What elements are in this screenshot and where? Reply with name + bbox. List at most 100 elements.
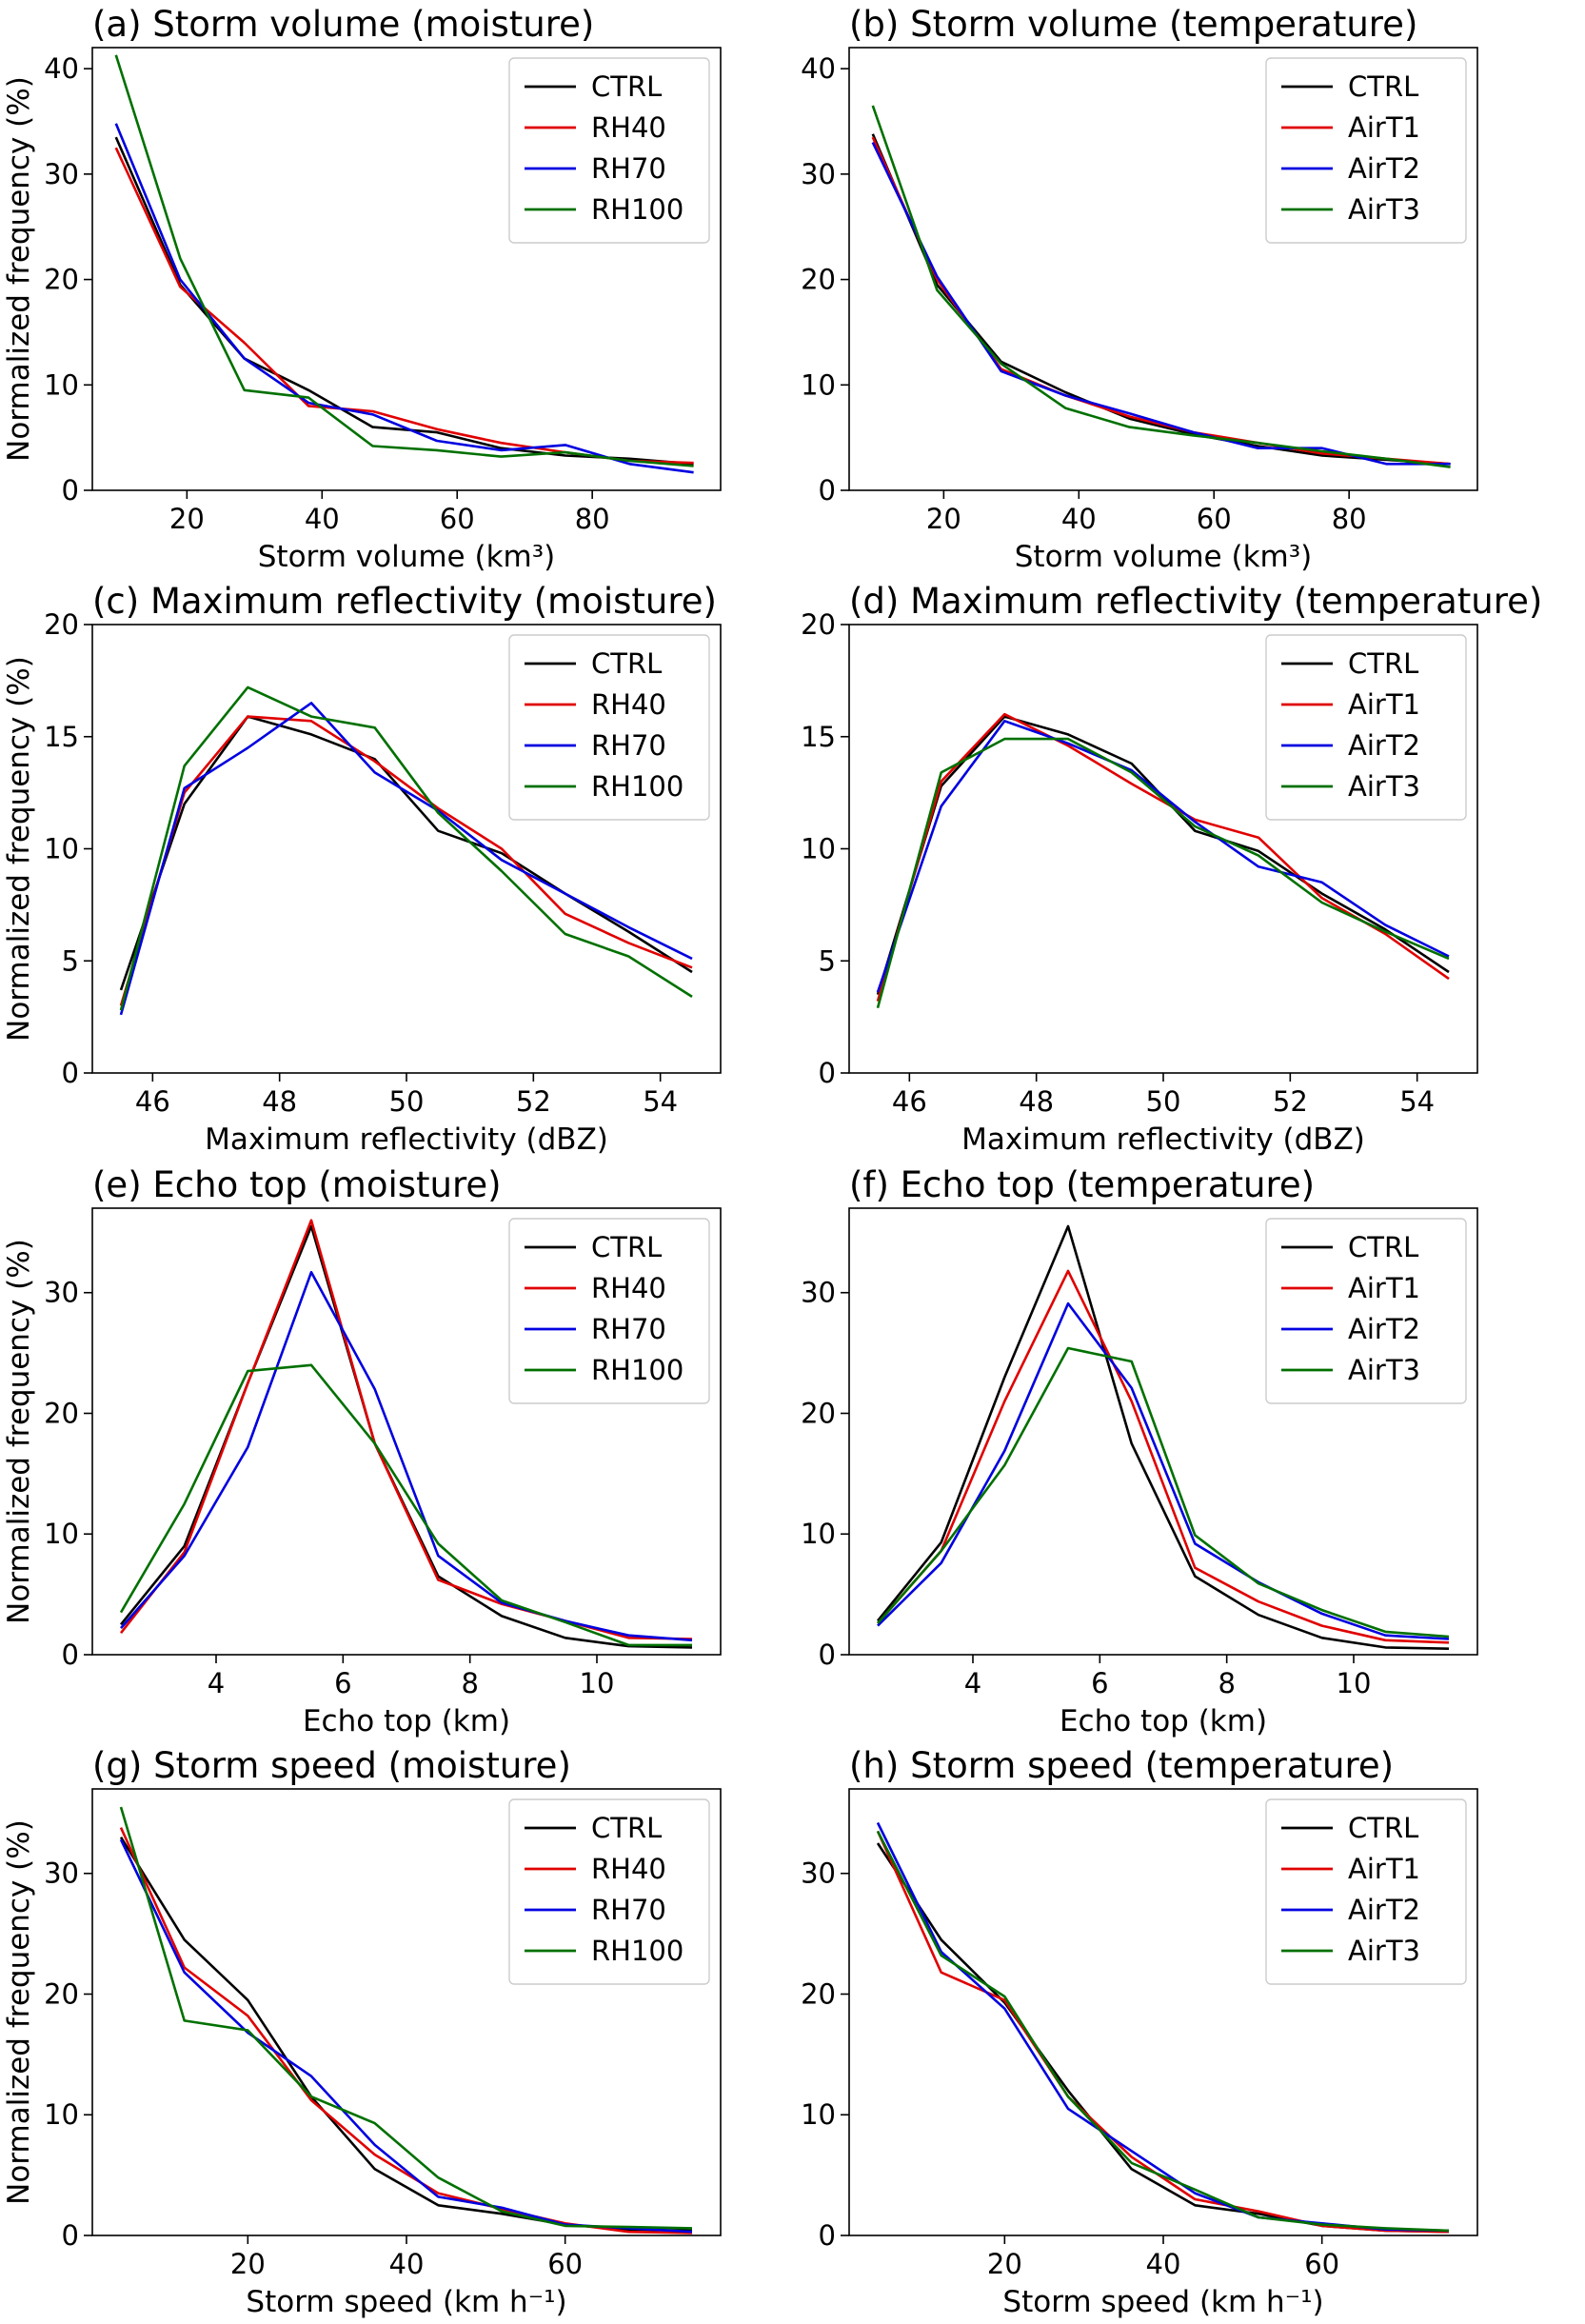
panel-title: (b) Storm volume (temperature) bbox=[849, 4, 1417, 45]
x-tick-label: 54 bbox=[643, 1085, 678, 1118]
panel-g: (g) Storm speed (moisture) 20 40 60 0 10 20 30 S… bbox=[2, 1745, 722, 2319]
y-tick-label: 20 bbox=[801, 264, 836, 296]
y-tick-label: 5 bbox=[62, 944, 79, 977]
panel-title: (d) Maximum reflectivity (temperature) bbox=[849, 581, 1542, 622]
x-tick-label: 60 bbox=[1304, 2248, 1339, 2280]
x-tick-label: 52 bbox=[1273, 1085, 1308, 1118]
y-tick-label: 15 bbox=[44, 721, 79, 753]
legend-label-rh40: RH40 bbox=[591, 111, 666, 144]
legend-label-ctrl: CTRL bbox=[591, 647, 662, 680]
y-tick-label: 40 bbox=[801, 52, 836, 85]
legend-label-airt3: AirT3 bbox=[1348, 193, 1420, 226]
legend-frame bbox=[508, 57, 710, 244]
x-tick-label: 40 bbox=[1061, 503, 1097, 535]
panel-title: (g) Storm speed (moisture) bbox=[92, 1745, 571, 1786]
legend-frame bbox=[508, 634, 710, 821]
y-tick-label: 20 bbox=[801, 1977, 836, 2010]
x-axis-label: Maximum reflectivity (dBZ) bbox=[961, 1122, 1365, 1157]
panel-c: (c) Maximum reflectivity (moisture) 46 48 5… bbox=[2, 581, 722, 1157]
x-tick-label: 80 bbox=[1332, 503, 1367, 535]
x-tick-label: 60 bbox=[547, 2248, 583, 2280]
legend-label-rh70: RH70 bbox=[591, 152, 666, 185]
y-tick-label: 10 bbox=[44, 833, 79, 865]
legend-label-rh70: RH70 bbox=[591, 729, 666, 762]
legend-label-airt1: AirT1 bbox=[1348, 1853, 1420, 1885]
legend-frame bbox=[508, 1218, 710, 1404]
series-line-airt3 bbox=[876, 737, 1450, 1009]
legend-label-airt3: AirT3 bbox=[1348, 1354, 1420, 1386]
y-tick-label: 20 bbox=[801, 608, 836, 641]
series-line-rh40 bbox=[119, 715, 693, 1006]
x-tick-label: 4 bbox=[208, 1667, 225, 1699]
series-line-ctrl bbox=[119, 715, 693, 991]
x-tick-label: 6 bbox=[334, 1667, 351, 1699]
legend-label-rh100: RH100 bbox=[591, 770, 684, 803]
plot-frame bbox=[91, 1207, 722, 1656]
y-tick-label: 20 bbox=[44, 1977, 79, 2010]
y-tick-label: 20 bbox=[44, 264, 79, 296]
legend-label-ctrl: CTRL bbox=[591, 1812, 662, 1844]
x-axis-label: Storm speed (km h⁻¹) bbox=[246, 2285, 566, 2319]
series-line-rh100 bbox=[119, 1806, 693, 2230]
x-axis-label: Storm speed (km h⁻¹) bbox=[1002, 2285, 1323, 2319]
panel-title: (e) Echo top (moisture) bbox=[92, 1164, 502, 1205]
y-tick-label: 0 bbox=[819, 2219, 836, 2252]
series-line-rh70 bbox=[119, 702, 693, 1016]
x-tick-label: 20 bbox=[987, 2248, 1022, 2280]
x-tick-label: 60 bbox=[1197, 503, 1232, 535]
legend: CTRL RH40 RH70 RH100 bbox=[508, 1218, 710, 1404]
series-line-airt1 bbox=[876, 1830, 1450, 2234]
legend-label-ctrl: CTRL bbox=[591, 1231, 662, 1263]
x-tick-label: 46 bbox=[135, 1085, 170, 1118]
x-tick-label: 10 bbox=[580, 1667, 615, 1699]
legend-label-ctrl: CTRL bbox=[1348, 1812, 1418, 1844]
y-tick-label: 0 bbox=[62, 2219, 79, 2252]
x-tick-label: 48 bbox=[262, 1085, 297, 1118]
legend-label-ctrl: CTRL bbox=[591, 70, 662, 103]
legend-frame bbox=[1265, 1798, 1467, 1985]
series-line-rh100 bbox=[119, 685, 693, 1011]
legend: CTRL RH40 RH70 RH100 bbox=[508, 634, 710, 821]
x-tick-label: 52 bbox=[516, 1085, 551, 1118]
series-line-ctrl bbox=[876, 1224, 1450, 1650]
panel-h: (h) Storm speed (temperature) 20 40 60 0 10 20… bbox=[801, 1745, 1478, 2319]
legend-label-airt3: AirT3 bbox=[1348, 1935, 1420, 1967]
y-axis-label: Normalized frequency (%) bbox=[2, 1819, 36, 2205]
y-tick-label: 20 bbox=[44, 1397, 79, 1429]
legend-label-ctrl: CTRL bbox=[1348, 647, 1418, 680]
legend-label-rh40: RH40 bbox=[591, 1853, 666, 1885]
legend-label-airt2: AirT2 bbox=[1348, 1894, 1420, 1926]
y-tick-label: 30 bbox=[44, 1277, 79, 1309]
y-tick-label: 10 bbox=[44, 1518, 79, 1550]
legend: CTRL AirT1 AirT2 AirT3 bbox=[1265, 1218, 1467, 1404]
y-tick-label: 0 bbox=[819, 1057, 836, 1089]
series-line-airt3 bbox=[876, 1830, 1450, 2233]
plot-frame bbox=[848, 47, 1478, 491]
y-tick-label: 10 bbox=[801, 833, 836, 865]
y-tick-label: 10 bbox=[44, 368, 79, 401]
legend-label-rh100: RH100 bbox=[591, 193, 684, 226]
panel-b: (b) Storm volume (temperature) 20 40 60 80 0 1… bbox=[801, 4, 1478, 574]
x-tick-label: 8 bbox=[1218, 1667, 1235, 1699]
panel-title: (f) Echo top (temperature) bbox=[849, 1164, 1315, 1205]
x-tick-label: 40 bbox=[389, 2248, 425, 2280]
series-line-airt3 bbox=[877, 1346, 1450, 1639]
x-tick-label: 50 bbox=[1146, 1085, 1181, 1118]
x-tick-label: 48 bbox=[1019, 1085, 1054, 1118]
x-tick-label: 10 bbox=[1337, 1667, 1372, 1699]
legend: CTRL RH40 RH70 RH100 bbox=[508, 1798, 710, 1985]
legend-frame bbox=[1265, 57, 1467, 244]
y-tick-label: 10 bbox=[801, 1518, 836, 1550]
legend: CTRL AirT1 AirT2 AirT3 bbox=[1265, 634, 1467, 821]
y-tick-label: 30 bbox=[801, 1277, 836, 1309]
legend-label-rh100: RH100 bbox=[591, 1935, 684, 1967]
x-tick-label: 6 bbox=[1091, 1667, 1108, 1699]
x-tick-label: 80 bbox=[575, 503, 610, 535]
y-tick-label: 15 bbox=[801, 721, 836, 753]
series-line-rh100 bbox=[119, 1363, 692, 1647]
panel-f: (f) Echo top (temperature) 4 6 8 10 0 10 20 30 Ec… bbox=[801, 1164, 1478, 1738]
x-axis-label: Storm volume (km³) bbox=[1015, 540, 1313, 574]
legend-label-rh70: RH70 bbox=[591, 1313, 666, 1345]
legend-label-rh70: RH70 bbox=[591, 1894, 666, 1926]
